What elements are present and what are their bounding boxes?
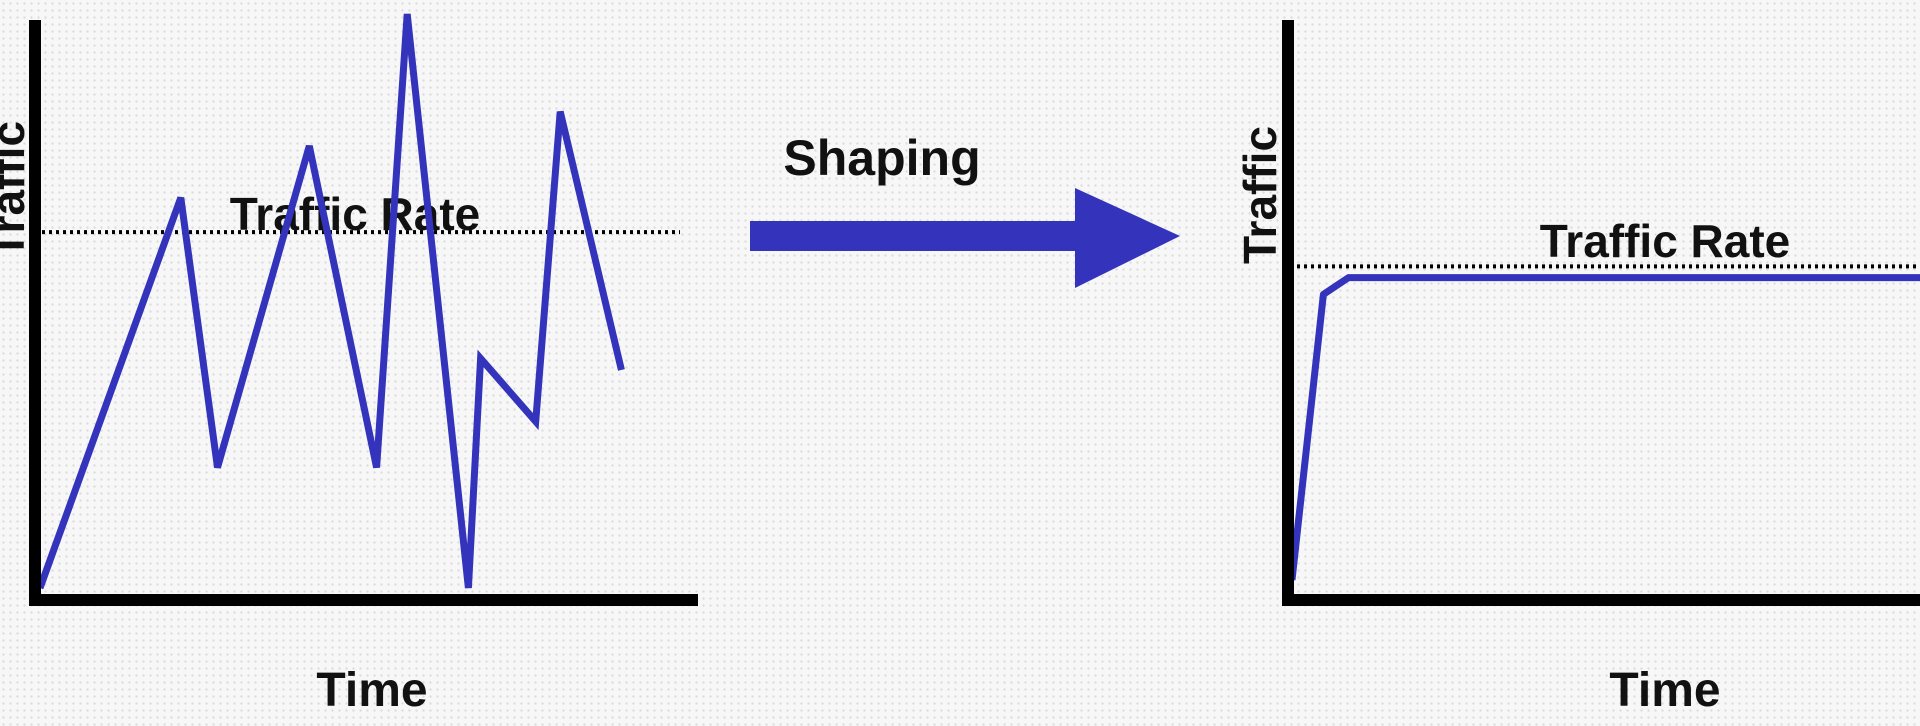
shaping-arrow-shaft [750, 221, 1080, 251]
before-traffic-rate-label: Traffic Rate [230, 188, 481, 240]
after-y-axis-label: Traffic [1234, 126, 1286, 264]
before-traffic-line [36, 13, 625, 590]
before-panel: Traffic Rate Traffic Time [0, 13, 698, 717]
shaping-arrow-head [1075, 188, 1180, 288]
after-x-axis-label: Time [1609, 664, 1720, 717]
shaping-arrow-group: Shaping [750, 130, 1180, 288]
after-panel: Traffic Rate Traffic Time [1234, 20, 1920, 717]
before-x-axis-label: Time [316, 664, 427, 717]
after-traffic-line [1288, 274, 1920, 581]
before-y-axis-label: Traffic [0, 121, 34, 259]
shaping-label: Shaping [783, 130, 980, 186]
after-traffic-rate-label: Traffic Rate [1540, 215, 1791, 267]
